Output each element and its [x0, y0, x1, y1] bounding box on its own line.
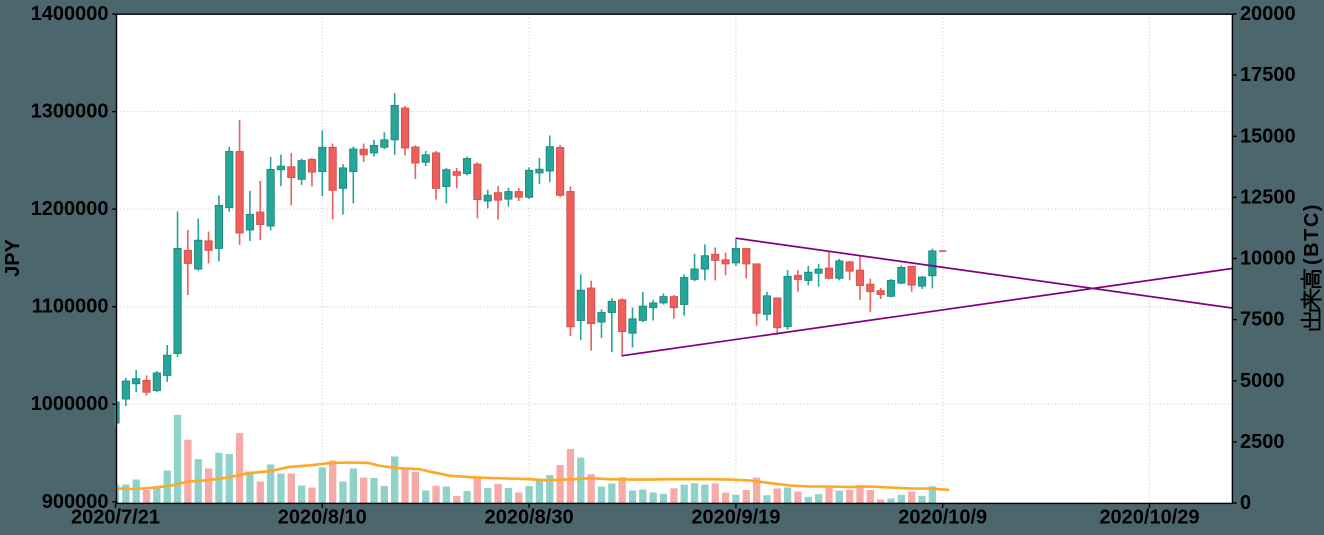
- svg-text:12500: 12500: [1240, 186, 1296, 208]
- svg-text:17500: 17500: [1240, 64, 1296, 86]
- svg-text:2020/7/21: 2020/7/21: [71, 506, 160, 528]
- svg-text:(BTC): (BTC): [1301, 203, 1323, 265]
- svg-text:2020/8/10: 2020/8/10: [278, 506, 367, 528]
- svg-text:5000: 5000: [1240, 370, 1285, 392]
- svg-text:2020/8/30: 2020/8/30: [485, 506, 574, 528]
- svg-text:1300000: 1300000: [31, 101, 109, 123]
- svg-text:1000000: 1000000: [31, 393, 109, 415]
- svg-text:2020/10/29: 2020/10/29: [1099, 506, 1199, 528]
- svg-text:7500: 7500: [1240, 309, 1285, 331]
- svg-text:1400000: 1400000: [31, 3, 109, 25]
- svg-text:JPY: JPY: [2, 238, 24, 276]
- svg-text:2020/10/9: 2020/10/9: [898, 506, 987, 528]
- svg-text:20000: 20000: [1240, 3, 1296, 25]
- svg-text:1200000: 1200000: [31, 198, 109, 220]
- svg-text:2500: 2500: [1240, 431, 1285, 453]
- svg-text:0: 0: [1240, 492, 1251, 514]
- svg-text:15000: 15000: [1240, 125, 1296, 147]
- svg-text:1100000: 1100000: [32, 296, 109, 318]
- svg-text:900000: 900000: [42, 491, 109, 513]
- svg-text:2020/9/19: 2020/9/19: [691, 506, 780, 528]
- svg-text:10000: 10000: [1240, 248, 1296, 270]
